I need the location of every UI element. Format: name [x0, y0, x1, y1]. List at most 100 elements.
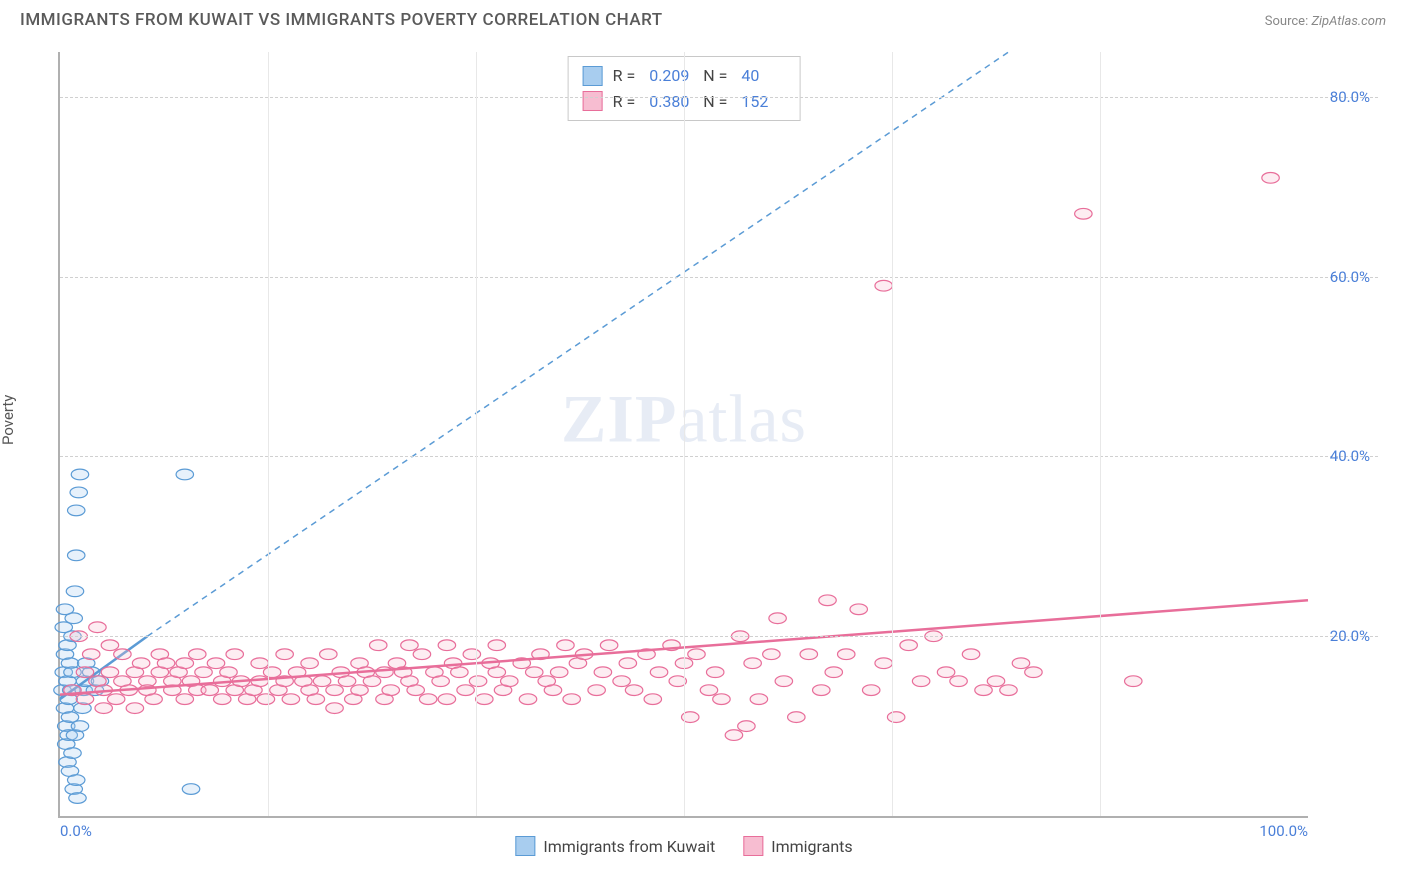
scatter-point [107, 694, 124, 705]
scatter-point [338, 676, 355, 687]
scatter-point [912, 676, 929, 687]
scatter-point [313, 676, 330, 687]
scatter-point [382, 685, 399, 696]
scatter-point [488, 667, 505, 678]
scatter-point [89, 622, 106, 633]
scatter-point [950, 676, 967, 687]
scatter-point [320, 649, 337, 660]
scatter-point [588, 685, 605, 696]
scatter-point [887, 712, 904, 723]
legend-swatch-bottom-0 [515, 836, 535, 856]
legend-item-series-1: Immigrants [743, 836, 852, 856]
scatter-point [276, 649, 293, 660]
scatter-point [71, 721, 88, 732]
scatter-point [563, 694, 580, 705]
scatter-point [975, 685, 992, 696]
scatter-point [201, 685, 218, 696]
scatter-point [226, 649, 243, 660]
scatter-point [1012, 658, 1029, 669]
trend-line-extrapolated [147, 52, 1008, 636]
gridline-h [60, 456, 1378, 457]
scatter-point [838, 649, 855, 660]
scatter-point [713, 694, 730, 705]
scatter-point [1075, 208, 1092, 219]
scatter-point [307, 694, 324, 705]
scatter-point [550, 667, 567, 678]
scatter-point [95, 703, 112, 714]
scatter-point [488, 640, 505, 651]
scatter-point [476, 694, 493, 705]
series-legend: Immigrants from Kuwait Immigrants [515, 836, 852, 856]
scatter-point [769, 613, 786, 624]
scatter-point [64, 748, 81, 759]
scatter-point [182, 784, 199, 795]
scatter-point [750, 694, 767, 705]
scatter-point [176, 694, 193, 705]
scatter-point [1262, 172, 1279, 183]
scatter-point [370, 640, 387, 651]
scatter-point [463, 649, 480, 660]
scatter-point [101, 667, 118, 678]
scatter-point [501, 676, 518, 687]
scatter-point [66, 586, 83, 597]
gridline-h [60, 636, 1378, 637]
legend-label-1: Immigrants [771, 837, 852, 856]
scatter-point [987, 676, 1004, 687]
scatter-point [220, 667, 237, 678]
y-axis-title: Poverty [0, 395, 17, 445]
scatter-point [407, 685, 424, 696]
scatter-point [432, 676, 449, 687]
scatter-point [126, 703, 143, 714]
scatter-point [813, 685, 830, 696]
scatter-point [67, 775, 84, 786]
scatter-point [700, 685, 717, 696]
scatter-point [738, 721, 755, 732]
y-tick-label: 80.0% [1330, 88, 1370, 106]
x-tick-label: 100.0% [1259, 822, 1308, 840]
scatter-point [1025, 667, 1042, 678]
scatter-point [251, 658, 268, 669]
chart-container: Poverty ZIPatlas R = 0.209 N = 40 R = 0.… [20, 46, 1378, 866]
scatter-point [451, 667, 468, 678]
scatter-point [67, 550, 84, 561]
scatter-point [519, 694, 536, 705]
scatter-point [706, 667, 723, 678]
scatter-point [326, 685, 343, 696]
scatter-point [176, 658, 193, 669]
scatter-point [825, 667, 842, 678]
scatter-point [56, 604, 73, 615]
scatter-point [55, 622, 72, 633]
legend-swatch-bottom-1 [743, 836, 763, 856]
scatter-point [862, 685, 879, 696]
scatter-point [195, 667, 212, 678]
y-tick-label: 40.0% [1330, 447, 1370, 465]
scatter-point [469, 676, 486, 687]
scatter-point [775, 676, 792, 687]
scatter-point [850, 604, 867, 615]
scatter-point [207, 658, 224, 669]
gridline-v [684, 52, 685, 816]
scatter-point [76, 694, 93, 705]
scatter-point [600, 640, 617, 651]
source-name: ZipAtlas.com [1311, 14, 1386, 29]
gridline-h [60, 97, 1378, 98]
scatter-point [875, 658, 892, 669]
gridline-v [476, 52, 477, 816]
y-tick-label: 20.0% [1330, 627, 1370, 645]
y-tick-label: 60.0% [1330, 268, 1370, 286]
legend-item-series-0: Immigrants from Kuwait [515, 836, 715, 856]
scatter-point [101, 640, 118, 651]
scatter-point [438, 694, 455, 705]
scatter-point [69, 793, 86, 804]
scatter-point [114, 649, 131, 660]
scatter-point [875, 280, 892, 291]
gridline-v [268, 52, 269, 816]
scatter-point [257, 694, 274, 705]
scatter-point [82, 649, 99, 660]
gridline-h [60, 277, 1378, 278]
source-attribution: Source: ZipAtlas.com [1265, 14, 1386, 29]
scatter-point [67, 505, 84, 516]
scatter-point [145, 694, 162, 705]
scatter-point [263, 667, 280, 678]
scatter-point [650, 667, 667, 678]
